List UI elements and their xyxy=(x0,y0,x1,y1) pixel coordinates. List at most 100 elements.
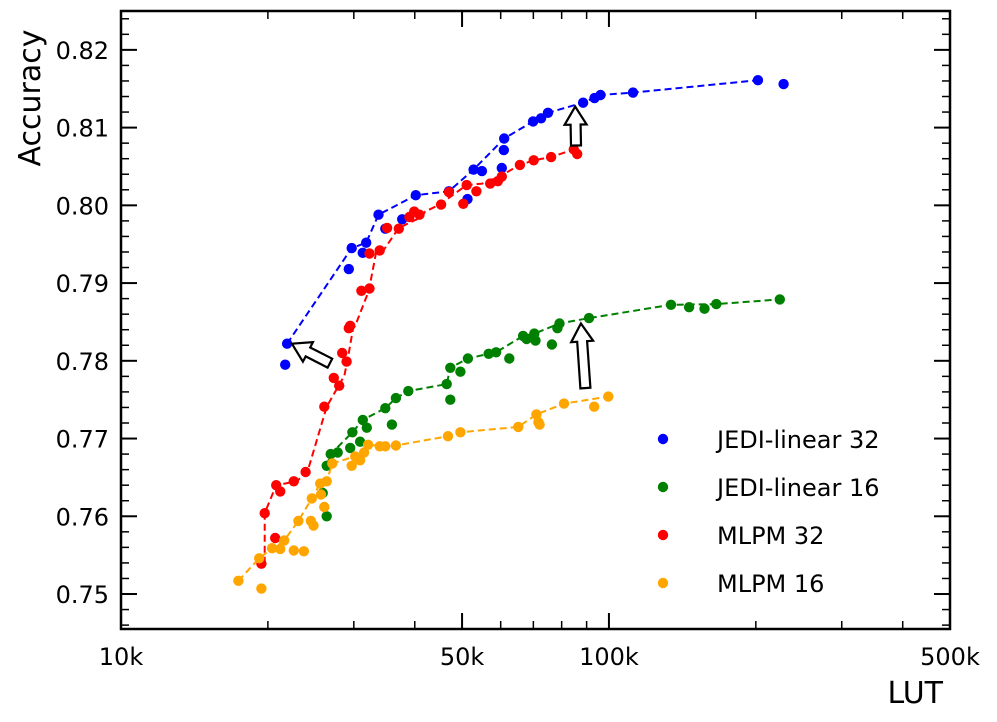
data-point xyxy=(345,320,356,331)
x-tick-label: 50k xyxy=(440,643,485,671)
legend-label: JEDI-linear 32 xyxy=(715,426,880,454)
data-point xyxy=(514,159,526,171)
data-point xyxy=(256,583,267,594)
data-point xyxy=(546,339,558,350)
data-point xyxy=(778,78,789,90)
data-point xyxy=(380,403,391,414)
data-point xyxy=(346,242,357,254)
data-point xyxy=(288,545,299,556)
data-point xyxy=(275,543,286,555)
data-point xyxy=(455,366,466,377)
data-point xyxy=(288,476,299,487)
data-point xyxy=(445,362,456,373)
data-point xyxy=(354,436,366,447)
data-point xyxy=(393,223,404,234)
data-point xyxy=(496,162,507,174)
data-point xyxy=(321,476,332,487)
data-point xyxy=(356,285,367,296)
data-point xyxy=(347,427,358,438)
plot-frame xyxy=(119,9,952,631)
data-point xyxy=(711,298,722,310)
data-point xyxy=(595,89,606,101)
data-point xyxy=(468,164,479,175)
data-point xyxy=(354,455,366,466)
legend: JEDI-linear 32 JEDI-linear 16 MLPM 32 MLPM … xyxy=(657,426,880,598)
arrows-layer xyxy=(290,104,596,390)
data-point xyxy=(341,356,352,367)
data-point xyxy=(435,199,447,210)
data-point xyxy=(530,335,541,346)
series-jedi-linear-16 xyxy=(317,294,785,522)
data-point xyxy=(461,179,472,191)
x-axis-title: LUT xyxy=(887,676,943,711)
data-point xyxy=(699,303,710,314)
data-point xyxy=(462,353,474,364)
series-layer xyxy=(233,75,789,594)
legend-marker xyxy=(657,481,669,493)
data-point xyxy=(275,486,286,497)
legend-entry-mlpm-16: MLPM 16 xyxy=(657,570,824,598)
data-point xyxy=(542,107,554,119)
data-point xyxy=(298,546,310,557)
data-point xyxy=(332,447,343,458)
data-point xyxy=(390,392,402,404)
data-point xyxy=(364,283,375,294)
data-point xyxy=(270,532,281,544)
data-point xyxy=(381,222,393,234)
data-point xyxy=(280,359,291,370)
data-point xyxy=(233,575,244,586)
data-point xyxy=(471,186,482,197)
data-point xyxy=(442,431,454,442)
data-point xyxy=(558,398,570,409)
data-point xyxy=(364,248,375,259)
data-point xyxy=(293,515,304,527)
legend-label: MLPM 32 xyxy=(717,522,824,550)
data-point xyxy=(476,165,488,177)
y-tick-labels: 0.75 0.76 0.77 0.78 0.79 0.80 0.81 0.82 xyxy=(56,37,109,609)
legend-marker xyxy=(657,433,669,445)
legend-entry-jedi-linear-32: JEDI-linear 32 xyxy=(657,426,880,454)
data-point xyxy=(380,441,391,452)
data-point xyxy=(683,302,695,313)
data-point xyxy=(319,501,330,513)
data-point xyxy=(281,338,293,349)
data-point xyxy=(455,427,466,438)
legend-marker xyxy=(657,529,669,541)
data-point xyxy=(254,553,265,564)
data-point xyxy=(443,186,455,198)
data-point xyxy=(627,87,639,98)
data-point xyxy=(513,421,524,433)
series-mlpm-32 xyxy=(256,144,583,569)
data-point xyxy=(403,385,414,397)
data-point xyxy=(504,353,515,364)
data-point xyxy=(328,372,339,384)
data-point xyxy=(534,419,545,430)
data-point xyxy=(410,190,421,201)
y-tick-label: 0.77 xyxy=(56,426,109,454)
improvement-arrow xyxy=(562,104,589,147)
legend-marker xyxy=(657,577,669,589)
improvement-arrow xyxy=(290,340,334,370)
x-tick-label: 500k xyxy=(920,643,980,671)
data-point xyxy=(572,148,583,160)
data-point xyxy=(603,391,614,402)
data-point xyxy=(445,394,456,405)
data-point xyxy=(357,414,368,426)
y-tick-label: 0.82 xyxy=(56,37,109,65)
legend-entry-jedi-linear-16: JEDI-linear 16 xyxy=(657,474,880,502)
data-point xyxy=(458,198,469,209)
y-tick-label: 0.81 xyxy=(56,115,109,143)
data-point xyxy=(319,401,330,412)
y-tick-label: 0.76 xyxy=(56,503,109,531)
y-tick-label: 0.80 xyxy=(56,192,109,220)
data-point xyxy=(361,422,372,433)
data-point xyxy=(521,333,532,345)
data-point xyxy=(498,144,509,156)
data-point xyxy=(752,75,764,86)
data-point xyxy=(259,508,270,519)
y-tick-label: 0.79 xyxy=(56,270,109,298)
data-point xyxy=(390,440,402,451)
data-point xyxy=(362,439,374,450)
data-point xyxy=(774,294,785,305)
